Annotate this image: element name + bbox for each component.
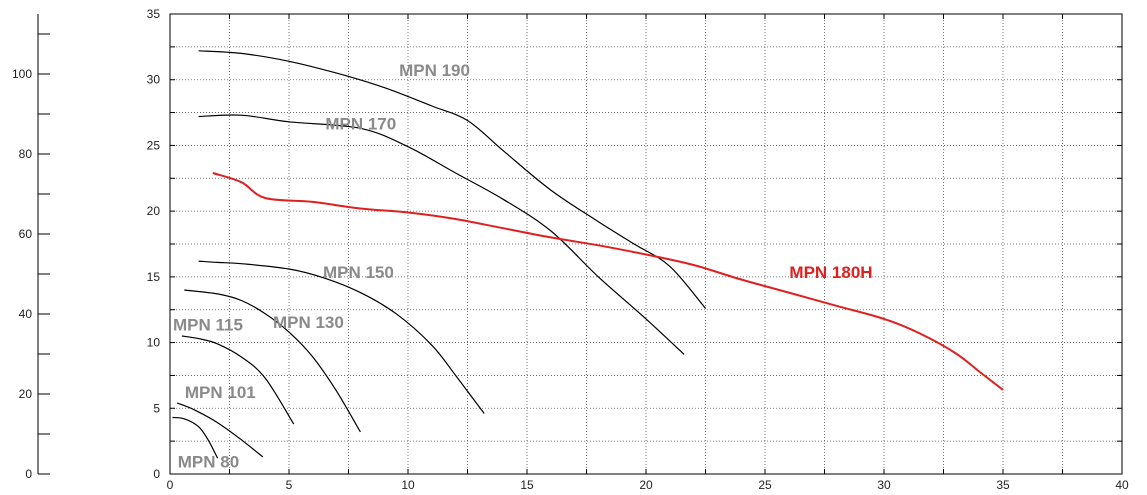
- y-tick-label: 35: [147, 7, 161, 21]
- y-tick-label: 25: [147, 138, 161, 152]
- series-label-mpn-115: MPN 115: [173, 316, 243, 335]
- x-tick-label: 10: [401, 478, 415, 492]
- y-tick-label: 30: [147, 73, 161, 87]
- series-lines: [172, 50, 1004, 459]
- grid-lines: [170, 14, 1122, 474]
- series-line-mpn-180h: [212, 172, 1004, 391]
- series-line-mpn-150: [198, 260, 485, 414]
- x-tick-label: 30: [877, 478, 891, 492]
- secondary-y-tick-label: 60: [19, 227, 33, 241]
- secondary-y-tick-label: 20: [19, 387, 33, 401]
- series-label-mpn-190: MPN 190: [399, 61, 470, 80]
- x-tick-label: 0: [167, 478, 174, 492]
- series-labels: MPN 190 MPN 170 MPN 180H MPN 150 MPN 130 MPN …: [173, 61, 873, 472]
- series-label-mpn-130: MPN 130: [273, 313, 344, 332]
- x-tick-label: 40: [1115, 478, 1129, 492]
- secondary-y-axis: 0 20 40 60 80 100: [12, 14, 50, 481]
- y-tick-label: 5: [153, 401, 160, 415]
- series-line-mpn-101: [176, 402, 264, 458]
- y-tick-label: 15: [147, 270, 161, 284]
- secondary-y-tick-label: 100: [12, 67, 32, 81]
- x-tick-label: 15: [520, 478, 534, 492]
- series-label-mpn-101: MPN 101: [185, 383, 256, 402]
- series-label-mpn-170: MPN 170: [325, 115, 396, 134]
- secondary-y-tick-label: 0: [25, 467, 32, 481]
- series-line-mpn-115: [181, 335, 295, 425]
- x-tick-label: 35: [996, 478, 1010, 492]
- y-tick-label: 20: [147, 204, 161, 218]
- series-line-mpn-190: [198, 50, 706, 309]
- series-line-mpn-80: [172, 416, 219, 459]
- series-label-mpn-80: MPN 80: [178, 452, 239, 471]
- y-tick-label: 10: [147, 336, 161, 350]
- series-line-mpn-170: [198, 114, 685, 355]
- series-line-mpn-130: [184, 289, 361, 433]
- series-label-mpn-180h: MPN 180H: [789, 263, 872, 282]
- secondary-y-tick-label: 40: [19, 307, 33, 321]
- series-label-mpn-150: MPN 150: [323, 263, 394, 282]
- x-tick-label: 20: [639, 478, 653, 492]
- secondary-y-tick-label: 80: [19, 147, 33, 161]
- x-tick-label: 5: [286, 478, 293, 492]
- y-tick-label: 0: [153, 467, 160, 481]
- axis-ticks: 0 5 10 15 20 25 30 35 40 0 5 10 15 20 25 30 35: [147, 7, 1129, 492]
- x-tick-label: 25: [758, 478, 772, 492]
